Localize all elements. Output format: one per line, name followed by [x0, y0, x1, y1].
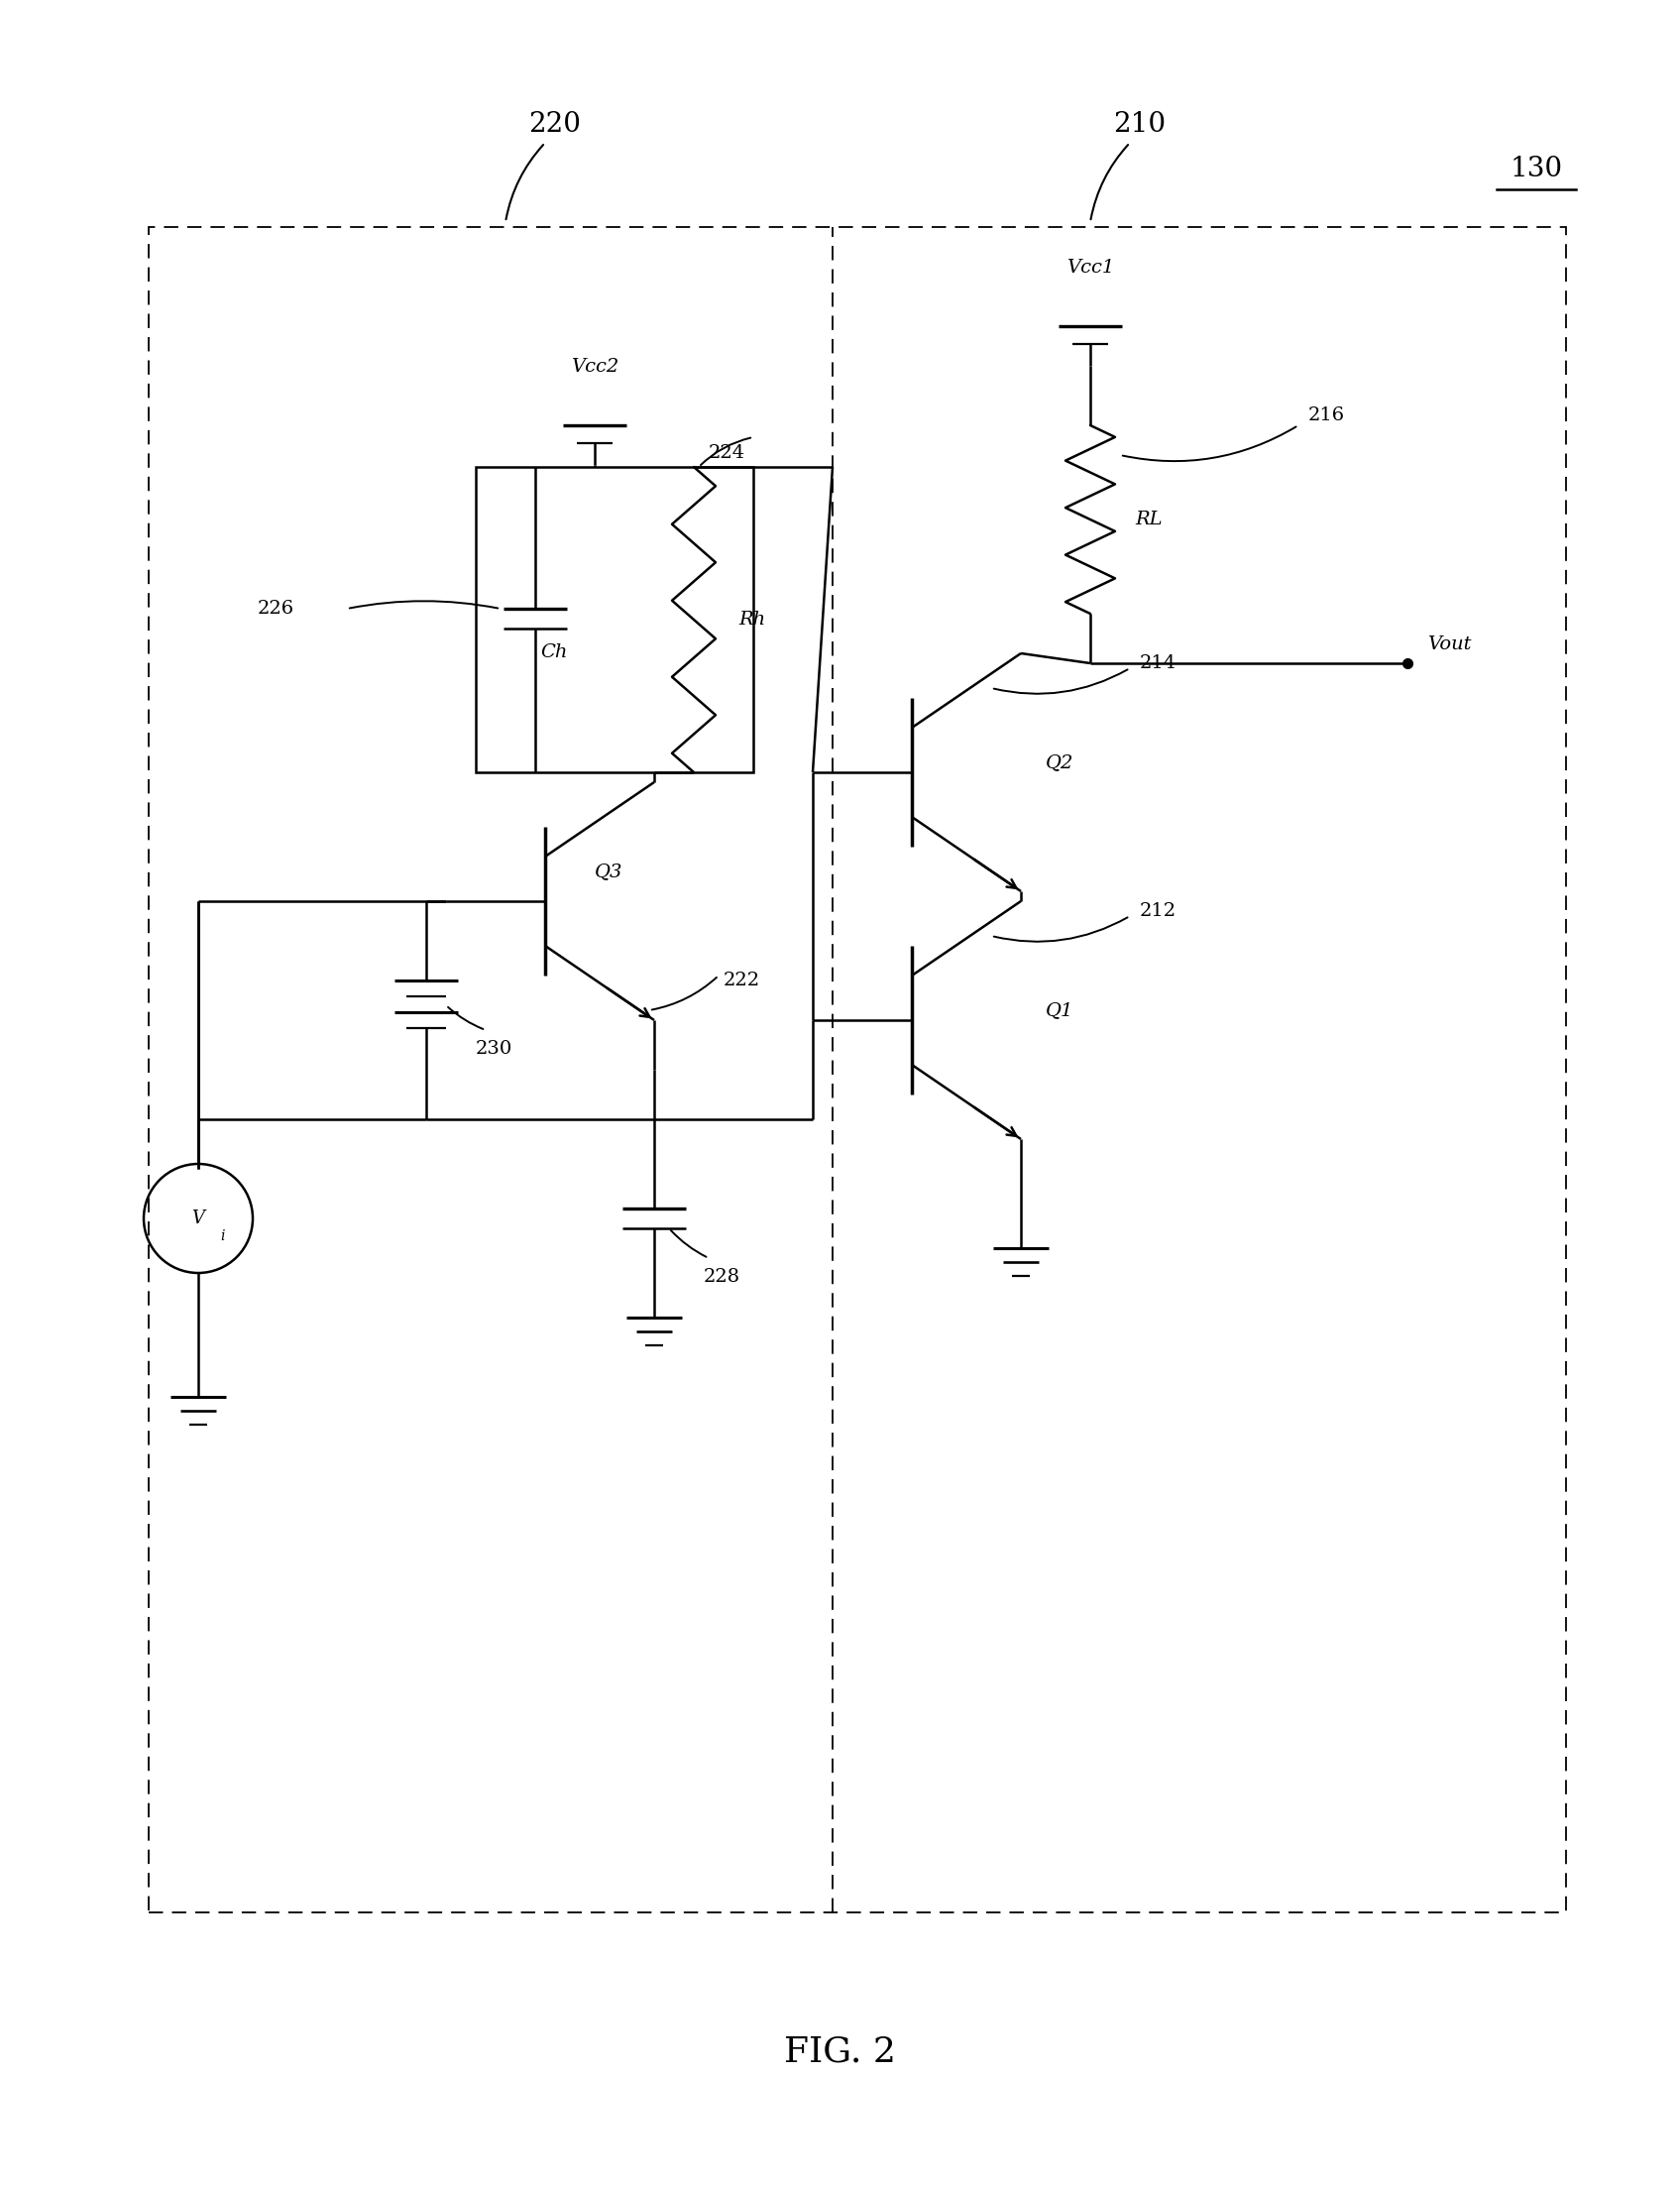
Text: 226: 226 [257, 600, 294, 618]
Text: 210: 210 [1114, 112, 1166, 138]
Text: Q3: Q3 [595, 863, 623, 880]
Text: Q1: Q1 [1045, 1001, 1074, 1018]
Bar [148, 228, 1566, 1912]
Text: 224: 224 [709, 445, 746, 462]
Text: V: V [192, 1209, 205, 1226]
Text: Vout: Vout [1428, 635, 1472, 653]
Text: 216: 216 [1309, 407, 1346, 425]
Text: Ch: Ch [541, 644, 568, 661]
Text: Vcc1: Vcc1 [1067, 258, 1114, 276]
Text: 222: 222 [724, 972, 761, 990]
Bar [475, 466, 753, 773]
Text: RL: RL [1136, 510, 1163, 528]
Text: Q2: Q2 [1045, 753, 1074, 771]
Text: 130: 130 [1510, 155, 1562, 182]
Text: 220: 220 [529, 112, 581, 138]
Text: 230: 230 [475, 1040, 512, 1058]
Text: 212: 212 [1139, 902, 1176, 920]
Text: 228: 228 [704, 1268, 741, 1286]
Text: Vcc2: Vcc2 [571, 357, 618, 377]
Text: FIG. 2: FIG. 2 [783, 2035, 895, 2067]
Text: Rh: Rh [739, 611, 766, 629]
Text: 214: 214 [1139, 655, 1176, 672]
Text: i: i [220, 1229, 225, 1244]
